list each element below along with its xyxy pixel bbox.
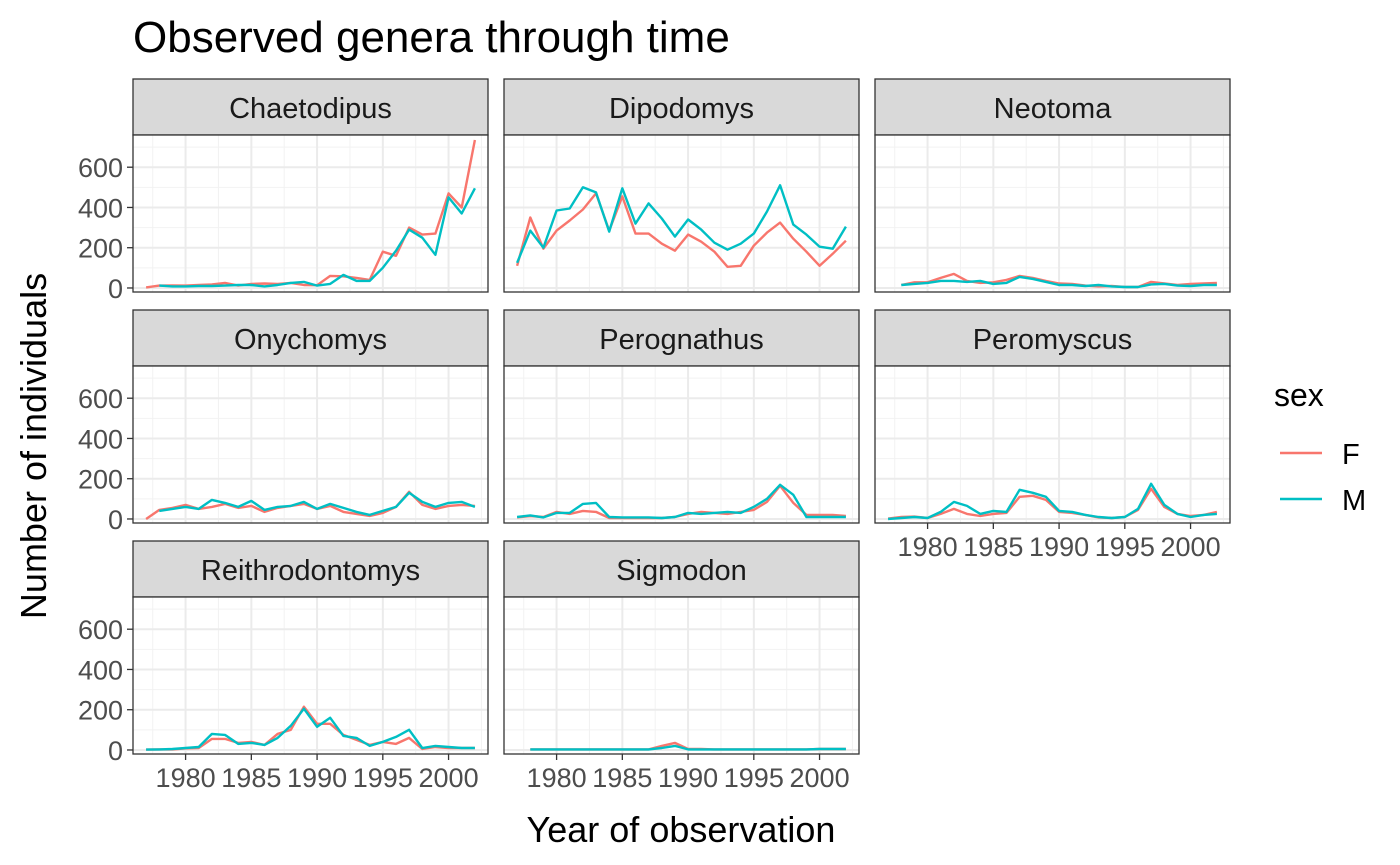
facet-strip: [503, 78, 860, 136]
legend-title: sex: [1274, 377, 1324, 413]
series-line-M: [159, 187, 476, 288]
panel-border: [874, 134, 1231, 293]
facet-onychomys: Onychomys: [132, 309, 489, 524]
y-tick-label: 0: [108, 736, 123, 766]
panel-border: [503, 365, 860, 524]
facet-dipodomys: Dipodomys: [503, 78, 860, 293]
y-tick-label: 400: [78, 193, 123, 223]
chart-title: Observed genera through time: [133, 13, 730, 62]
y-tick-label: 600: [78, 615, 123, 645]
x-tick-label: 1985: [221, 763, 281, 793]
panel-border: [132, 596, 489, 755]
gridlines: [133, 366, 488, 523]
series-line-M: [888, 482, 1217, 521]
panel-border: [132, 365, 489, 524]
panel-background: [504, 366, 859, 523]
facet-chaetodipus: Chaetodipus: [132, 78, 489, 293]
legend: sex FM: [1274, 377, 1366, 517]
facet-strip-label: Neotoma: [994, 93, 1113, 125]
panel-border: [874, 365, 1231, 524]
panel-border: [503, 134, 860, 293]
series-line-F: [887, 487, 1218, 520]
facet-strip-label: Sigmodon: [616, 555, 747, 587]
x-tick-label: 1995: [353, 763, 413, 793]
x-tick-label: 1980: [156, 763, 216, 793]
facet-strip: [132, 309, 489, 367]
x-tick-label: 1985: [963, 532, 1023, 562]
panel-background: [133, 366, 488, 523]
gridlines: [875, 366, 1230, 523]
y-tick-label: 600: [78, 384, 123, 414]
y-tick-label: 400: [78, 424, 123, 454]
facet-strip: [874, 309, 1231, 367]
facet-strip-label: Onychomys: [234, 324, 387, 356]
panel-border: [132, 134, 489, 293]
gridlines: [133, 135, 488, 292]
legend-item-M: M: [1280, 485, 1366, 517]
gridlines: [875, 135, 1230, 292]
facet-strip-label: Perognathus: [599, 324, 763, 356]
x-tick-label: 1995: [724, 763, 784, 793]
facet-strip: [132, 78, 489, 136]
facet-peromyscus: Peromyscus: [874, 309, 1231, 524]
x-tick-label: 2000: [790, 763, 850, 793]
facet-strip-label: Chaetodipus: [229, 93, 392, 125]
y-tick-label: 200: [78, 696, 123, 726]
legend-key-label: M: [1342, 485, 1366, 517]
panel-background: [875, 366, 1230, 523]
x-tick-label: 1990: [1029, 532, 1089, 562]
gridlines: [504, 135, 859, 292]
panel-border: [503, 596, 860, 755]
series-line-M: [159, 491, 476, 517]
legend-key-label: F: [1342, 439, 1360, 471]
legend-item-F: F: [1280, 439, 1360, 471]
series-line-M: [530, 744, 846, 751]
series-line-M: [901, 275, 1217, 289]
facet-strip-label: Dipodomys: [609, 93, 754, 125]
facet-perognathus: Perognathus: [503, 309, 860, 524]
x-tick-label: 1990: [658, 763, 718, 793]
facet-strip: [503, 540, 860, 598]
facet-reithrodontomys: Reithrodontomys: [132, 540, 489, 755]
x-tick-label: 1990: [287, 763, 347, 793]
y-tick-label: 200: [78, 234, 123, 264]
panel-background: [133, 597, 488, 754]
panel-background: [504, 597, 859, 754]
y-tick-label: 400: [78, 655, 123, 685]
facet-sigmodon: Sigmodon: [503, 540, 860, 755]
series-line-F: [515, 192, 847, 268]
x-tick-label: 1985: [592, 763, 652, 793]
panel-background: [133, 135, 488, 292]
facet-neotoma: Neotoma: [874, 78, 1231, 293]
panel-background: [504, 135, 859, 292]
series-line-M: [516, 483, 846, 520]
facet-strip: [503, 309, 860, 367]
facet-panels: Chaetodipus Dipodomys Neotoma Onychomys Pero…: [132, 78, 1231, 755]
x-tick-label: 1980: [898, 532, 958, 562]
facet-strip-label: Peromyscus: [973, 324, 1133, 356]
gridlines: [133, 597, 488, 754]
facet-strip: [874, 78, 1231, 136]
y-tick-label: 0: [108, 274, 123, 304]
gridlines: [504, 366, 859, 523]
x-tick-label: 2000: [1161, 532, 1221, 562]
facet-strip-label: Reithrodontomys: [201, 555, 420, 587]
series-line-M: [146, 707, 475, 751]
y-tick-label: 600: [78, 153, 123, 183]
y-axis-label: Number of individuals: [13, 273, 54, 619]
panel-background: [875, 135, 1230, 292]
y-tick-label: 200: [78, 465, 123, 495]
series-line-M: [515, 184, 847, 264]
gridlines: [504, 597, 859, 754]
y-tick-label: 0: [108, 505, 123, 535]
x-tick-label: 1995: [1095, 532, 1155, 562]
x-tick-label: 2000: [419, 763, 479, 793]
x-axis-label: Year of observation: [527, 809, 836, 850]
x-tick-label: 1980: [527, 763, 587, 793]
y-axes: 0 200 400 600 0 200 400 600 0 200 400 600: [78, 153, 133, 766]
